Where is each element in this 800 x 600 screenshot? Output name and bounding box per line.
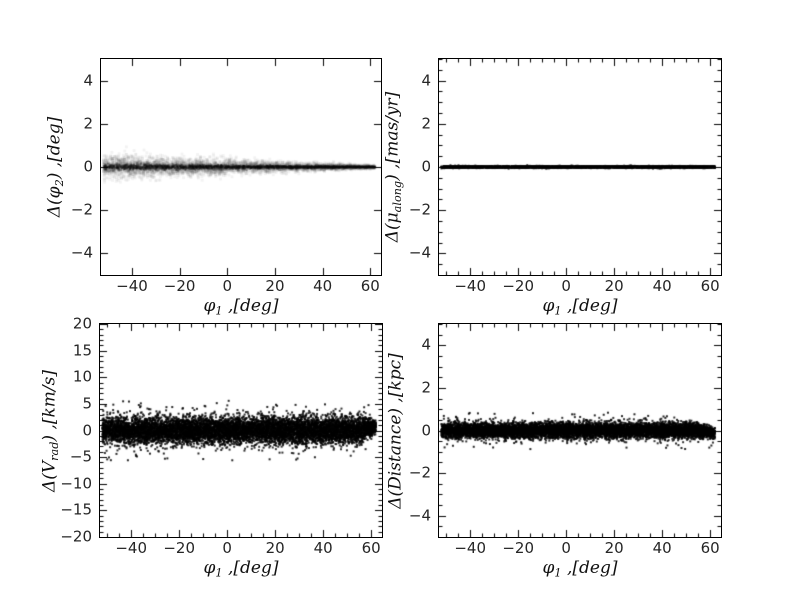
y-axis-label: Δ(Vrad) ,[km/s] (39, 369, 62, 492)
label-text: φ (542, 558, 555, 578)
x-tick-label: 20 (265, 277, 285, 295)
label-subscript: rad (48, 441, 62, 461)
label-subscript: 1 (554, 566, 562, 580)
y-tick-label: 2 (421, 378, 431, 397)
x-tick-label: 0 (561, 277, 571, 295)
label-subscript: along (391, 180, 405, 213)
y-tick-label: 15 (72, 341, 92, 360)
label-text: ) ,[km/s] (39, 369, 60, 442)
label-text: Δ(V (39, 460, 60, 492)
label-text: ,[deg] (222, 296, 279, 316)
x-tick-label: 20 (265, 539, 285, 557)
x-tick-label: −20 (163, 539, 196, 557)
y-tick-label: 4 (421, 71, 431, 90)
subplot-delta-distance: φ1 ,[deg] Δ(Distance) ,[kpc] −40 −20 0 20 40… (386, 323, 722, 579)
y-tick-label: −20 (60, 527, 92, 546)
y-tick-label: −4 (70, 243, 93, 262)
label-text: ) ,[deg] (44, 116, 65, 180)
x-tick-label: −40 (454, 277, 487, 295)
x-axis-label: φ1 ,[deg] (543, 560, 618, 579)
y-tick-label: 0 (421, 421, 431, 439)
y-tick-label: 0 (421, 157, 431, 176)
label-subscript: 2 (53, 179, 67, 187)
y-tick-label: 20 (72, 314, 92, 333)
subplot-delta-vrad: φ1 ,[deg] Δ(Vrad) ,[km/s] −40 −20 0 20 40 60 −… (40, 316, 383, 579)
y-tick-label: 0 (82, 421, 92, 439)
y-tick-label: 0 (83, 157, 93, 176)
subplot-delta-phi2: φ1 ,[deg] Δ(φ2) ,[deg] −40 −20 0 20 40 60 −4 −2… (45, 58, 382, 317)
y-tick-label: 10 (72, 367, 92, 386)
x-axis-label: φ1 ,[deg] (204, 298, 279, 317)
y-tick-label: 4 (83, 71, 93, 90)
x-tick-label: −20 (502, 277, 535, 295)
label-text: φ (203, 296, 216, 316)
y-tick-label: 5 (82, 394, 92, 413)
x-tick-label: −40 (116, 277, 148, 295)
x-tick-label: 40 (313, 277, 333, 295)
x-tick-label: 20 (604, 539, 624, 557)
label-text: ) ,[mas/yr] (382, 91, 403, 181)
subplot-delta-mu-along: φ1 ,[deg] Δ(μalong) ,[mas/yr] −40 −20 0 20 4… (383, 58, 722, 317)
label-text: ,[deg] (561, 296, 618, 316)
x-axis-label: φ1 ,[deg] (543, 298, 618, 317)
label-text: Δ(μ (382, 212, 403, 243)
label-text: Δ(Distance) ,[kpc] (385, 352, 406, 509)
label-subscript: 1 (215, 566, 223, 580)
y-tick-label: −2 (408, 463, 431, 482)
y-tick-label: −4 (408, 506, 431, 525)
label-text: φ (542, 296, 555, 316)
x-tick-label: 60 (700, 539, 720, 557)
delta-phi2-plot-area (101, 59, 381, 275)
y-tick-label: 4 (421, 335, 431, 354)
x-tick-label: −40 (115, 539, 148, 557)
y-tick-label: −2 (408, 200, 431, 219)
label-subscript: 1 (554, 304, 562, 318)
x-tick-label: 60 (360, 277, 380, 295)
delta-vrad-plot-area (100, 324, 382, 537)
y-tick-label: −2 (70, 200, 93, 219)
x-tick-label: −20 (163, 277, 196, 295)
y-axis-label: Δ(Distance) ,[kpc] (385, 352, 406, 509)
y-axis-label: Δ(φ2) ,[deg] (44, 116, 67, 218)
label-text: Δ(φ (44, 186, 65, 218)
x-tick-label: 0 (222, 539, 232, 557)
x-tick-label: −20 (502, 539, 535, 557)
x-tick-label: 40 (652, 539, 672, 557)
y-tick-label: −5 (69, 447, 92, 466)
delta-mu-along-plot-area (439, 59, 721, 275)
label-subscript: 1 (215, 304, 223, 318)
y-tick-label: −10 (60, 474, 92, 493)
label-text: ,[deg] (222, 558, 279, 578)
x-tick-label: 0 (222, 277, 233, 295)
y-tick-label: 2 (83, 114, 93, 133)
x-tick-label: 40 (652, 277, 672, 295)
x-tick-label: 20 (604, 277, 624, 295)
y-tick-label: −4 (408, 243, 431, 262)
y-axis-label: Δ(μalong) ,[mas/yr] (382, 91, 405, 243)
y-tick-label: −15 (60, 500, 92, 519)
label-text: ,[deg] (561, 558, 618, 578)
x-tick-label: −40 (454, 539, 487, 557)
x-axis-label: φ1 ,[deg] (204, 560, 279, 579)
y-tick-label: 2 (421, 114, 431, 133)
label-text: φ (203, 558, 216, 578)
x-tick-label: 0 (561, 539, 571, 557)
x-tick-label: 60 (361, 539, 381, 557)
x-tick-label: 60 (700, 277, 720, 295)
delta-distance-plot-area (439, 324, 721, 537)
x-tick-label: 40 (313, 539, 333, 557)
